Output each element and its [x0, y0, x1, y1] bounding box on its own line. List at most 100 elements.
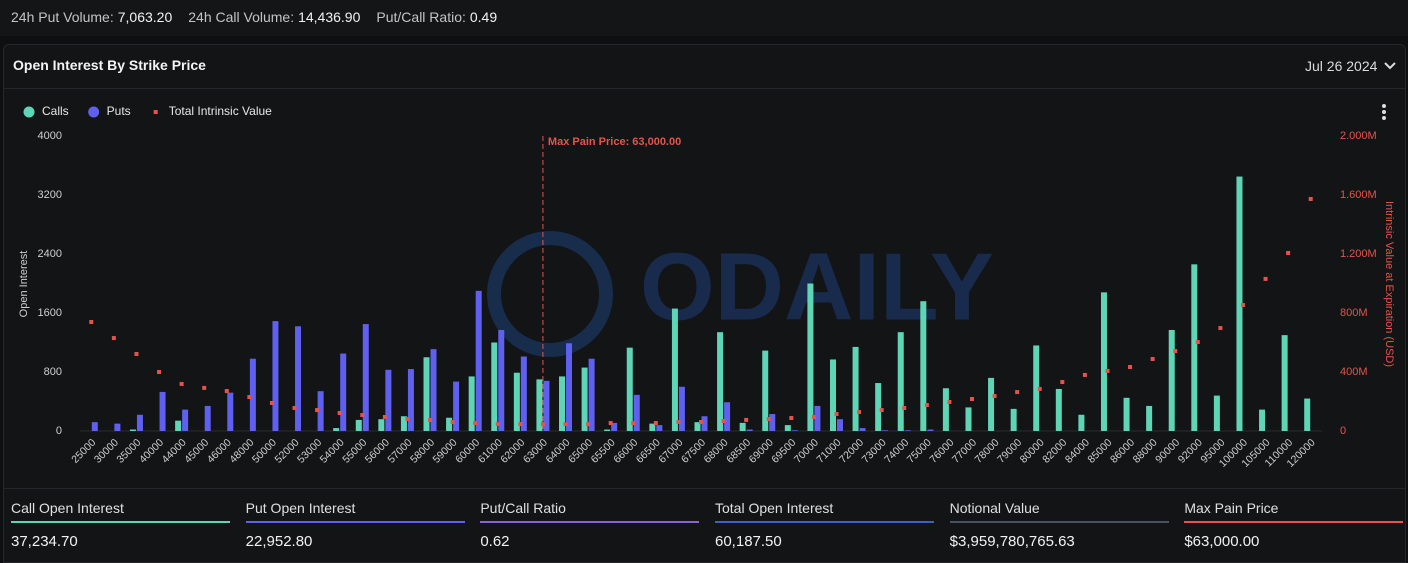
point — [992, 394, 997, 399]
watermark-logo — [487, 231, 613, 357]
point — [1218, 326, 1223, 331]
point — [699, 420, 703, 425]
x-tick-label: 48000 — [227, 436, 256, 465]
x-tick-label: 82000 — [1040, 436, 1069, 465]
bar — [407, 369, 414, 431]
y2-axis-title: Intrinsic Value at Expiration (USD) — [1383, 201, 1395, 367]
x-tick-label: 53000 — [295, 436, 324, 465]
point — [495, 422, 500, 427]
bar — [611, 422, 618, 431]
stat-label: 24h Put Volume: — [11, 9, 114, 25]
point — [315, 408, 320, 413]
stats-row: 24h Put Volume: 7,063.20 24h Call Volume: 1… — [0, 0, 1408, 35]
point — [1308, 196, 1313, 201]
point — [811, 414, 816, 419]
y2-tick-label: 800M — [1340, 307, 1368, 319]
point — [202, 385, 207, 390]
y2-tick-label: 1.600M — [1340, 189, 1377, 201]
divider — [3, 88, 1406, 89]
x-tick-label: 56000 — [363, 436, 392, 465]
x-tick-label: 80000 — [1018, 436, 1047, 465]
bar — [701, 416, 708, 431]
point — [179, 381, 184, 386]
annotation: Max Pain Price: 63,000.00 — [548, 136, 681, 148]
stat-underline — [480, 521, 700, 523]
bar — [604, 429, 611, 431]
bar — [626, 347, 633, 431]
stat-value: 0.49 — [469, 9, 498, 25]
bar — [1304, 398, 1311, 431]
bar — [762, 350, 769, 431]
stat-underline — [1184, 521, 1404, 523]
menu-dot[interactable] — [1382, 116, 1386, 120]
bar — [988, 377, 995, 431]
point — [744, 417, 749, 422]
x-tick-label: 64000 — [543, 436, 572, 465]
bar — [430, 349, 437, 431]
bar — [1191, 264, 1198, 431]
menu-dot[interactable] — [1382, 110, 1386, 114]
point — [766, 417, 771, 422]
x-tick-label: 69500 — [769, 436, 798, 465]
y-tick-label: 800 — [44, 366, 62, 378]
point — [563, 422, 568, 427]
bar — [385, 369, 392, 431]
stat-label: Put Open Interest — [245, 500, 356, 516]
point — [1037, 386, 1042, 391]
bar — [513, 372, 520, 431]
bar — [204, 405, 211, 431]
bar — [671, 308, 678, 431]
point — [1150, 357, 1155, 362]
x-tick-label: 67000 — [656, 436, 685, 465]
chevron-icon[interactable] — [1383, 59, 1397, 73]
x-tick-label: 73000 — [860, 436, 889, 465]
x-tick-label: 58000 — [408, 436, 437, 465]
x-tick-label: 70000 — [792, 436, 821, 465]
bar — [536, 379, 543, 431]
bar — [791, 430, 798, 431]
bar — [694, 422, 701, 431]
stat-underline — [715, 521, 934, 523]
bar — [272, 321, 279, 431]
x-tick-label: 55000 — [340, 436, 369, 465]
point — [879, 408, 884, 413]
x-tick-label: 54000 — [318, 436, 347, 465]
point — [969, 396, 974, 401]
stat-label: Put/Call Ratio: — [376, 9, 466, 25]
point — [1240, 303, 1245, 308]
date-selector[interactable]: Jul 26 2024 — [1305, 58, 1378, 74]
point — [157, 370, 162, 374]
legend-marker — [88, 106, 100, 118]
stat-label: Notional Value — [949, 500, 1040, 516]
stat-underline — [245, 521, 465, 523]
point — [721, 418, 726, 423]
point — [834, 412, 839, 417]
bar — [1123, 397, 1130, 431]
stats-bar: 24h Put Volume: 7,063.20 24h Call Volume: 1… — [0, 0, 1408, 36]
bar — [295, 326, 302, 431]
point — [924, 403, 929, 408]
bar — [182, 409, 189, 431]
bar — [784, 425, 791, 431]
point — [902, 405, 907, 410]
bar — [362, 324, 369, 431]
bar — [355, 419, 362, 431]
bar — [520, 356, 527, 431]
bar — [175, 420, 182, 431]
y2-tick-label: 0 — [1340, 425, 1346, 437]
bar — [340, 353, 347, 431]
point — [382, 414, 387, 419]
bar — [588, 358, 595, 431]
point — [1173, 349, 1178, 354]
x-tick-label: 59000 — [431, 436, 460, 465]
bar — [559, 376, 566, 431]
point — [608, 421, 613, 426]
bar — [498, 329, 505, 431]
stat-value: 14,436.90 — [298, 9, 361, 25]
x-tick-label: 45000 — [182, 436, 211, 465]
x-tick-label: 30000 — [92, 436, 121, 465]
x-tick-label: 52000 — [272, 436, 301, 465]
x-tick-label: 66500 — [634, 436, 663, 465]
menu-dot[interactable] — [1382, 104, 1386, 108]
point — [134, 352, 139, 357]
